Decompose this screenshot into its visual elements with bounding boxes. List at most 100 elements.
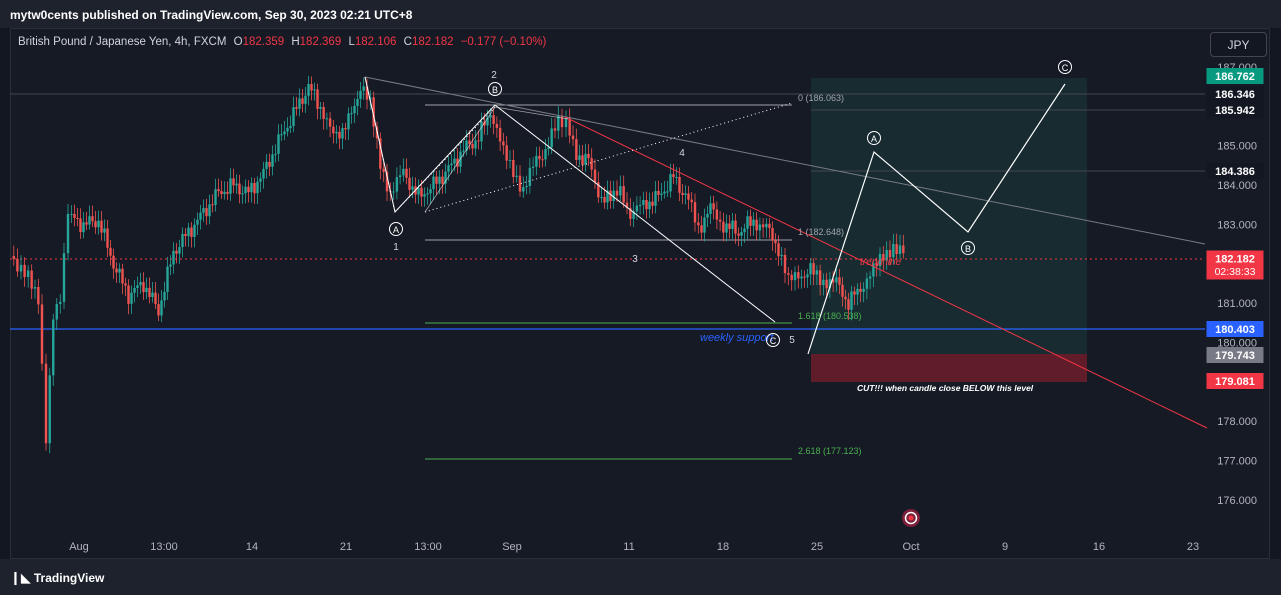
candle-body (30, 270, 33, 289)
open-value: O182.359 (233, 36, 285, 48)
candle-body (498, 127, 502, 142)
price-axis[interactable]: 187.000186.000185.000184.000183.000182.0… (1217, 62, 1257, 507)
candle-body (522, 187, 525, 192)
candle-body (304, 95, 307, 104)
candle-body (675, 176, 678, 178)
fib-1-label: 1 (182.648) (798, 227, 844, 237)
candle-body (166, 266, 169, 292)
price-badge-text: 179.081 (1215, 376, 1255, 388)
candle-body (828, 279, 832, 289)
candle-body (369, 97, 372, 100)
candle-body (892, 244, 895, 258)
candle-body (286, 127, 289, 132)
candle-body (868, 276, 872, 279)
candle-body (474, 140, 477, 149)
candle-body (217, 189, 220, 192)
svg-text:B: B (965, 244, 971, 254)
countdown-text: 02:38:33 (1215, 266, 1256, 278)
candle-body (648, 201, 651, 210)
candle-body (651, 201, 654, 206)
candle-body (157, 304, 160, 316)
candle-body (629, 207, 632, 219)
candle-body (541, 159, 544, 161)
candle-body (831, 279, 835, 283)
candle-body (793, 272, 797, 281)
tradingview-logo-icon: ❙◣ (10, 570, 31, 585)
candle-body (471, 144, 474, 149)
candle-body (447, 165, 450, 172)
candle-body (247, 186, 250, 193)
wave-segment (424, 106, 569, 213)
candle-body (822, 279, 825, 286)
candle-body (606, 190, 609, 203)
economic-event-icon[interactable] (902, 509, 920, 527)
price-tick: 178.000 (1217, 416, 1257, 428)
candle-body (774, 240, 777, 244)
candle-body (426, 193, 429, 195)
candle-body (838, 277, 841, 285)
candle-body (564, 118, 568, 128)
price-badge (1206, 86, 1264, 102)
candle-body (265, 161, 268, 169)
time-tick: Aug (69, 541, 89, 553)
candle-body (615, 190, 619, 196)
candle-body (350, 113, 353, 115)
candle-body (124, 283, 127, 286)
candle-body (402, 168, 405, 176)
candle-body (885, 250, 888, 261)
candle-body (538, 155, 541, 160)
candle-body (16, 259, 19, 272)
candle-body (328, 118, 332, 127)
candle-body (193, 224, 196, 237)
candle-body (262, 168, 265, 179)
svg-text:B: B (492, 85, 498, 95)
price-badge (1206, 321, 1264, 337)
candle-body (163, 291, 166, 301)
time-tick: 14 (246, 541, 258, 553)
candle-body (408, 177, 411, 190)
candle-body (362, 86, 365, 91)
candle-body (752, 219, 755, 226)
candle-body (385, 171, 389, 192)
price-badge (1206, 163, 1264, 179)
candle-body (322, 107, 325, 119)
symbol-legend[interactable]: British Pound / Japanese Yen, 4h, FXCM O… (18, 36, 550, 48)
price-badge (1206, 102, 1264, 118)
price-tick: 184.000 (1217, 180, 1257, 192)
candle-body (392, 191, 395, 193)
currency-button[interactable]: JPY (1210, 32, 1267, 57)
time-tick: Oct (902, 541, 919, 553)
time-axis[interactable]: Aug 13:00 14 21 13:00 Sep 11 18 25 Oct 9 16 23 (69, 541, 1199, 553)
candle-body (783, 254, 787, 274)
candle-body (133, 287, 136, 293)
candle-body (737, 233, 740, 236)
candle-body (338, 131, 341, 139)
candle-body (666, 191, 669, 193)
candle-body (48, 375, 51, 444)
time-tick: 21 (340, 541, 352, 553)
candle-body (609, 190, 612, 201)
time-tick: 13:00 (150, 541, 178, 553)
candle-body (660, 193, 663, 195)
price-badge-text: 179.743 (1215, 350, 1255, 362)
candle-body (731, 220, 734, 229)
candle-body (310, 83, 313, 91)
candle-body (347, 113, 350, 130)
candle-body (725, 223, 728, 233)
candle-body (109, 247, 112, 256)
candle-body (584, 153, 587, 165)
svg-text:C: C (770, 336, 777, 346)
candle-body (684, 193, 687, 196)
price-badge (1206, 347, 1264, 363)
cut-note: CUT!!! when candle close BELOW this leve… (857, 383, 1034, 393)
candle-body (635, 205, 639, 212)
candle-body (85, 222, 88, 225)
candle-body (654, 190, 657, 206)
tradingview-logo[interactable]: ❙◣ TradingView (10, 570, 105, 585)
wave-number-4: 4 (679, 148, 685, 159)
candle-body (612, 190, 615, 201)
candle-body (432, 176, 435, 190)
candle-body (465, 140, 468, 151)
candle-body (815, 270, 819, 275)
